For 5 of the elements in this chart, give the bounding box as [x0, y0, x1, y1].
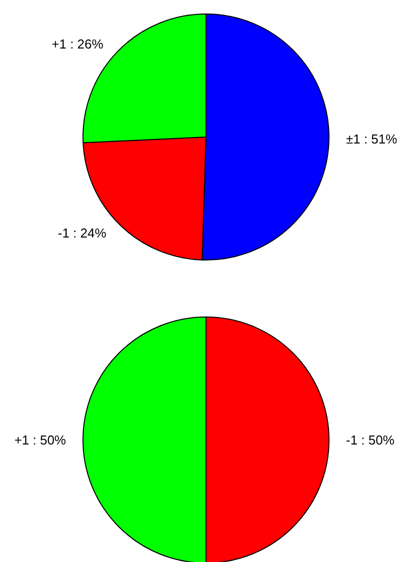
slice-label: -1 : 50%: [346, 432, 395, 448]
slice-label: +1 : 50%: [14, 432, 66, 448]
slice-label: -1 : 24%: [58, 226, 107, 241]
slice-label: ±1 : 51%: [346, 132, 398, 147]
slice-label: +1 : 26%: [52, 36, 104, 52]
